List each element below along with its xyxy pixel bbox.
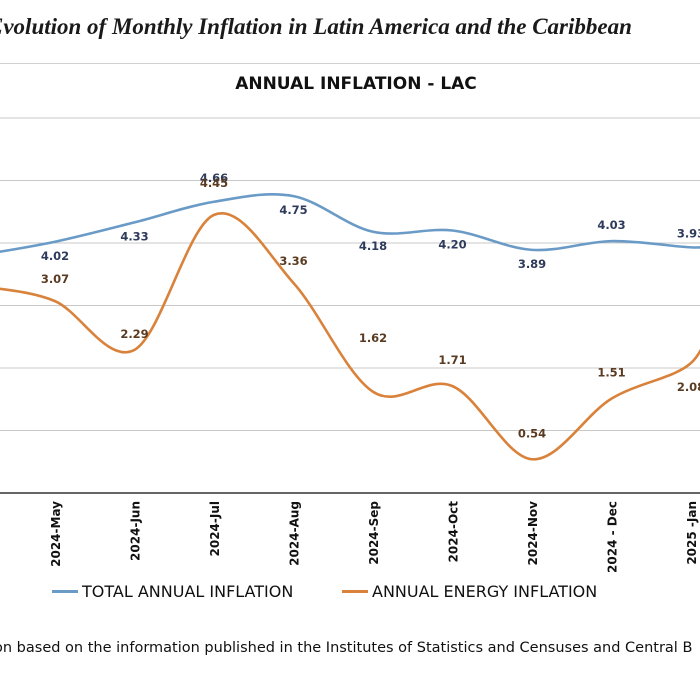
series-line-total <box>0 193 700 254</box>
legend-item-energy: ANNUAL ENERGY INFLATION <box>342 582 597 601</box>
chart-title: ANNUAL INFLATION - LAC <box>235 74 477 94</box>
legend-label-energy: ANNUAL ENERGY INFLATION <box>372 582 598 601</box>
data-label: 0.54 <box>518 426 546 440</box>
data-label: 4.18 <box>359 239 387 253</box>
data-label: 1.71 <box>438 353 466 367</box>
x-tick-label: 2024 - Dec <box>606 501 620 573</box>
data-label: 4.45 <box>200 176 228 190</box>
x-tick-label: 2024-May <box>49 501 63 567</box>
data-label: 3.89 <box>518 257 546 271</box>
data-label: 3.93 <box>677 226 700 240</box>
data-label: 4.75 <box>279 203 307 217</box>
data-label: 4.02 <box>41 249 69 263</box>
x-tick-label: 2024-Jun <box>129 501 143 561</box>
data-label: 4.20 <box>438 238 466 252</box>
legend-swatch-total <box>52 590 78 593</box>
data-label: 4.03 <box>597 218 625 232</box>
chart-frame <box>0 63 700 644</box>
series-line-energy <box>0 212 700 461</box>
x-tick-label: 2024-Aug <box>288 501 302 566</box>
page-title: Evolution of Monthly Inflation in Latin … <box>0 14 632 39</box>
x-tick-label: 2024-Sep <box>367 501 381 565</box>
legend-swatch-energy <box>342 590 368 593</box>
data-label: 4.33 <box>120 229 148 243</box>
legend-item-total: TOTAL ANNUAL INFLATION <box>52 582 293 601</box>
x-tick-label: 2024-Nov <box>526 501 540 566</box>
data-label: 1.62 <box>359 331 387 345</box>
x-tick-label: 2025 -Jan <box>685 501 699 565</box>
data-label: 3.36 <box>279 254 307 268</box>
data-label: 2.08 <box>677 380 700 394</box>
data-label: 2.29 <box>120 327 148 341</box>
source-note: on based on the information published in… <box>0 640 693 656</box>
data-label: 4.66 <box>200 171 228 185</box>
x-tick-label: 2024-Jul <box>208 501 222 557</box>
legend-label-total: TOTAL ANNUAL INFLATION <box>82 582 294 601</box>
x-tick-label: 2024-Oct <box>447 501 461 563</box>
data-label: 1.51 <box>597 366 625 380</box>
data-label: 3.07 <box>41 272 69 286</box>
